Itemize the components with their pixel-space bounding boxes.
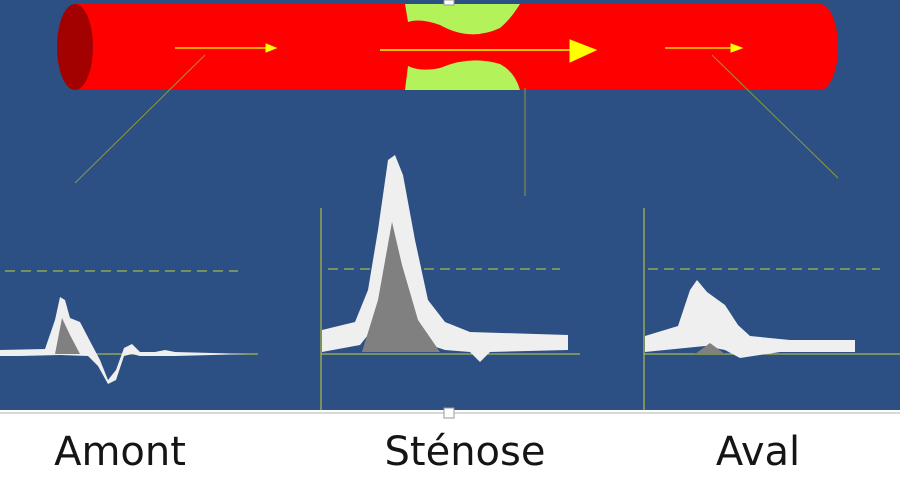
waveform-upstream	[0, 297, 250, 384]
selection-frame	[0, 0, 900, 419]
waveform-stenosis	[322, 155, 568, 362]
vessel	[57, 4, 838, 90]
plaque	[405, 60, 520, 90]
connector-lines	[74, 54, 839, 196]
plaque	[405, 4, 520, 35]
panel-label: Sténose	[385, 429, 546, 475]
panel-label: Amont	[54, 429, 186, 475]
panel-label: Aval	[716, 429, 800, 475]
flow-arrows	[175, 39, 744, 63]
waveform-downstream	[645, 280, 855, 358]
